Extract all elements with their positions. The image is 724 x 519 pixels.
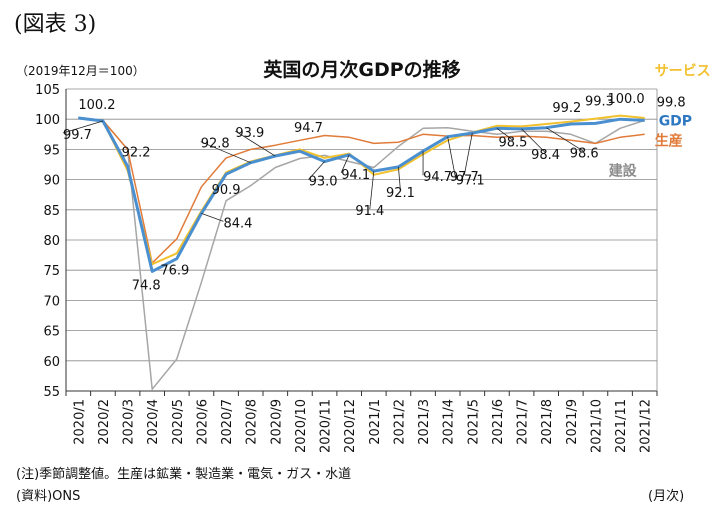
series-line [78,117,645,264]
x-tick-label: 2020/8 [245,399,260,445]
data-label: 99.2 [552,101,581,116]
data-label: 99.8 [657,95,686,110]
y-tick-label: 65 [43,325,60,340]
data-label: 93.0 [309,174,338,189]
x-tick-label: 2020/9 [269,399,284,445]
data-label-leader [340,154,350,173]
x-tick-label: 2020/2 [97,399,112,445]
data-label: 98.4 [531,148,560,163]
x-tick-label: 2021/5 [466,399,481,445]
data-label-leader [201,213,224,222]
chart-title: 英国の月次GDPの推移 [263,59,461,81]
data-label: 98.5 [498,135,527,150]
x-tick-label: 2021/11 [614,399,629,453]
data-label: 99.3 [585,94,614,109]
y-tick-label: 80 [43,234,60,249]
data-label: 97.7 [450,170,479,185]
x-tick-label: 2021/6 [491,399,506,445]
data-label-leader [235,130,276,157]
data-labels: 100.2 99.7 92.2 74.876.9 84.4 90.9 92.8 93.9 94.… [62,92,686,293]
data-label-leader [62,120,104,134]
x-tick-label: 2021/8 [540,399,555,445]
data-label: 76.9 [160,264,189,279]
x-tick-label: 2021/2 [392,399,407,445]
data-label: 100.2 [78,98,115,113]
series-line [78,116,645,273]
series-name-label: 建設 [609,162,638,179]
x-tick-label: 2021/4 [442,399,457,445]
y-tick-label: 95 [43,143,60,158]
data-label: 92.8 [201,137,230,152]
data-label: 93.9 [235,126,264,141]
data-label: 84.4 [223,216,252,231]
series-name-label: GDP [659,113,692,129]
data-label-leader [447,136,457,179]
figure-label: (図表 3) [14,12,97,37]
data-label: 92.2 [122,145,151,160]
x-tick-label: 2020/6 [195,399,210,445]
y-tick-label: 100 [35,113,60,128]
data-label: 92.1 [386,186,415,201]
series-name-label: 生産 [655,132,683,149]
x-tick-label: 2020/4 [146,399,161,445]
data-label-leader [398,166,401,191]
x-tick-label: 2020/3 [122,399,137,445]
y-tick-label: 55 [43,385,60,400]
data-label-leader [545,127,585,152]
series-line [78,114,645,266]
x-tick-label: 2020/5 [171,399,186,445]
series-lines [78,114,645,390]
data-label: 97.1 [456,174,485,189]
data-label: 91.4 [355,204,384,219]
x-tick-label: 2021/7 [516,399,531,445]
data-label: 74.8 [132,278,161,293]
data-label: 94.7 [294,121,323,136]
data-label: 98.6 [570,147,599,162]
y-tick-label: 85 [43,204,60,219]
x-tick-label: 2021/9 [565,399,580,445]
data-label: 94.7 [423,170,452,185]
x-axis-ticks: 2020/1 2020/2 2020/3 2020/4 2020/5 2020/6 2020… [65,391,658,453]
x-tick-label: 2020/1 [72,399,87,445]
x-tick-label: 2021/10 [589,399,604,453]
data-label-leader [200,141,251,164]
y-axis-ticks: 55 60 65 70 75 80 85 90 95 100 105 [35,83,60,400]
data-label: 90.9 [212,183,241,198]
x-axis-unit-label: (月次) [648,489,685,504]
x-tick-label: 2021/12 [639,399,654,453]
data-label-leader [496,127,514,141]
y-tick-label: 60 [43,355,60,370]
x-tick-label: 2021/3 [417,399,432,445]
data-label-leader [521,128,546,154]
x-tick-label: 2020/10 [294,399,309,453]
data-label: 100.0 [607,92,644,107]
y-tick-label: 75 [43,264,60,279]
footnote: (注)季節調整値。生産は鉱業・製造業・電気・ガス・水道 [16,467,352,482]
data-label: 94.1 [341,168,370,183]
x-tick-label: 2020/12 [343,399,358,453]
y-tick-label: 70 [43,294,60,309]
data-label: 99.7 [63,128,92,143]
y-axis-unit-label: （2019年12月＝100） [16,64,145,78]
y-tick-label: 90 [43,174,60,189]
x-tick-label: 2021/1 [368,399,383,445]
x-tick-label: 2020/7 [220,399,235,445]
data-label-leader [369,171,375,210]
y-tick-label: 105 [35,83,60,98]
data-label-leader [463,133,473,176]
source-note: (資料)ONS [16,489,81,504]
grid-lines [65,88,658,392]
data-label-leader [308,161,325,180]
x-tick-label: 2020/11 [319,399,334,453]
series-name-label: サービス [655,63,711,79]
